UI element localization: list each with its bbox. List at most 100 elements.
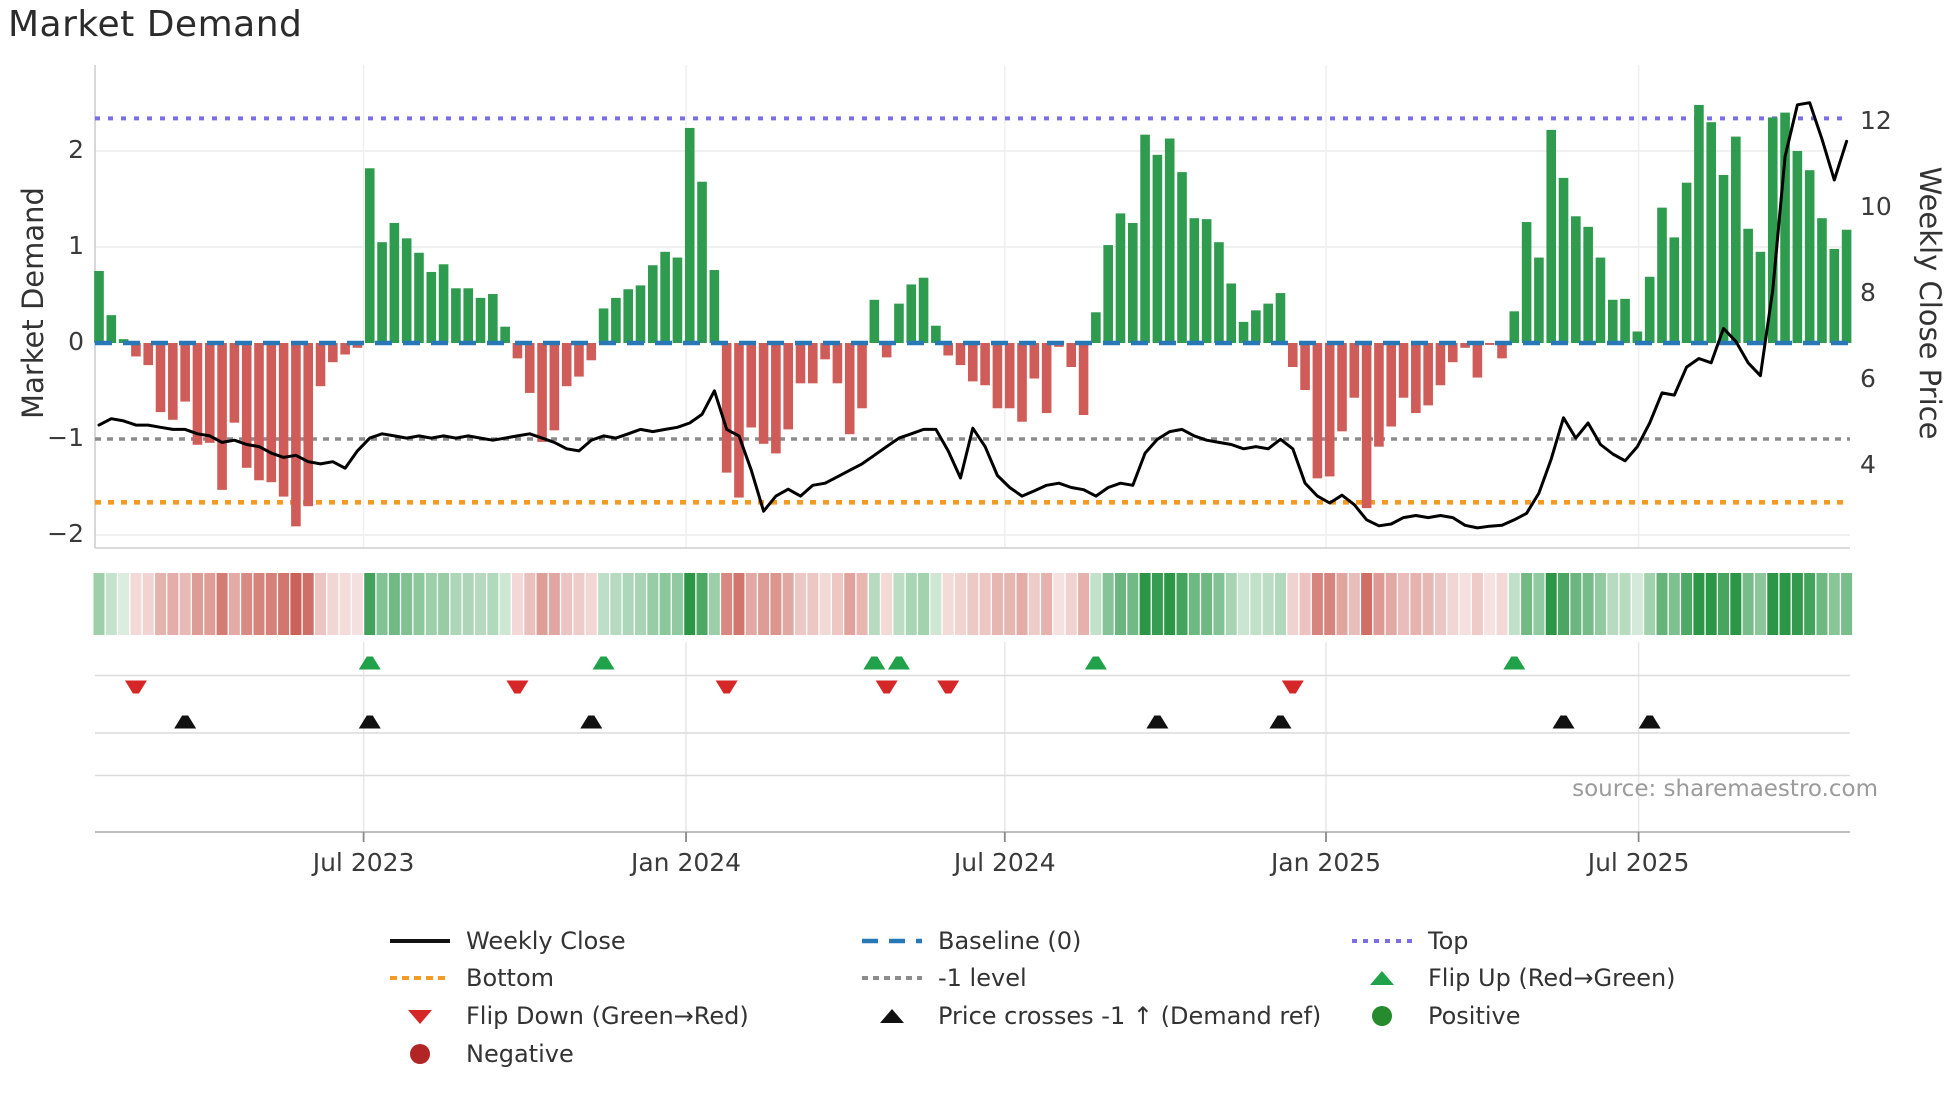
demand-bar xyxy=(832,343,843,384)
heatmap-cell xyxy=(1262,573,1274,635)
demand-bar xyxy=(1164,138,1175,343)
demand-bar xyxy=(1374,343,1384,447)
demand-bar xyxy=(401,238,412,343)
heatmap-cell xyxy=(450,573,462,635)
demand-bar xyxy=(204,343,215,443)
right-axis-tick-label: 12 xyxy=(1860,106,1892,135)
heatmap-cell xyxy=(93,573,105,635)
demand-bar xyxy=(623,289,634,343)
right-axis-tick-label: 4 xyxy=(1860,450,1876,479)
heatmap-cell xyxy=(979,573,991,635)
heatmap-cell xyxy=(425,573,437,635)
heatmap-cell xyxy=(241,573,253,635)
heatmap-cell xyxy=(1324,573,1336,635)
left-axis-tick-label: −1 xyxy=(47,423,84,452)
legend-item-minus1-level: -1 level xyxy=(860,961,1027,995)
baseline-dash-icon xyxy=(860,930,924,952)
bottom-dash-icon xyxy=(388,967,452,989)
demand-bar xyxy=(1546,129,1557,343)
heatmap-cell xyxy=(204,573,216,635)
demand-bar xyxy=(783,343,793,430)
legend-item-weekly-close: Weekly Close xyxy=(388,924,626,958)
heatmap-cell xyxy=(758,573,770,635)
heatmap-cell xyxy=(930,573,942,635)
legend-item-top: Top xyxy=(1350,924,1469,958)
demand-bar xyxy=(1571,216,1581,343)
heatmap-cell xyxy=(635,573,647,635)
demand-bar xyxy=(1127,223,1138,343)
demand-bar xyxy=(906,284,917,343)
minus1-dash-icon xyxy=(860,967,924,989)
flip-down-marker xyxy=(124,680,147,694)
legend-label: -1 level xyxy=(938,964,1027,992)
demand-bar xyxy=(1694,104,1704,343)
flip-up-marker xyxy=(1084,656,1107,670)
heatmap-cell xyxy=(893,573,905,635)
legend-item-price-crosses: Price crosses -1 ↑ (Demand ref) xyxy=(860,999,1321,1033)
heatmap-cell xyxy=(671,573,683,635)
heatmap-cell xyxy=(1078,573,1090,635)
demand-bar xyxy=(414,252,424,343)
heatmap-cell xyxy=(733,573,745,635)
demand-bar xyxy=(1460,343,1470,348)
heatmap-cell xyxy=(1274,573,1286,635)
legend-item-flip-down: Flip Down (Green→Red) xyxy=(388,999,749,1033)
demand-bar xyxy=(1767,117,1778,344)
heatmap-cell xyxy=(1459,573,1471,635)
heatmap-cell xyxy=(967,573,979,635)
heatmap-cell xyxy=(1139,573,1151,635)
heatmap-cell xyxy=(511,573,523,635)
flip-up-marker xyxy=(887,656,910,670)
heatmap-cell xyxy=(499,573,511,635)
left-axis-tick-label: 0 xyxy=(68,327,84,356)
positive-circle-icon xyxy=(1350,1005,1414,1027)
heatmap-cell xyxy=(868,573,880,635)
demand-bar xyxy=(611,297,621,343)
demand-bar xyxy=(475,297,486,343)
demand-bar xyxy=(549,343,560,431)
heatmap-cell xyxy=(1545,573,1557,635)
heatmap-cell xyxy=(216,573,228,635)
legend-item-baseline: Baseline (0) xyxy=(860,924,1081,958)
demand-bar xyxy=(955,343,966,366)
demand-bar xyxy=(1091,312,1101,343)
heatmap-cell xyxy=(364,573,376,635)
demand-bar xyxy=(1841,229,1852,343)
heatmap-cell xyxy=(1631,573,1643,635)
demand-bar xyxy=(1140,134,1150,343)
heatmap-cell xyxy=(1127,573,1139,635)
demand-bar xyxy=(364,168,375,343)
heatmap-cell xyxy=(130,573,142,635)
demand-bar xyxy=(106,315,117,343)
demand-bar xyxy=(771,343,781,454)
heatmap-cell xyxy=(105,573,117,635)
heatmap-cell xyxy=(142,573,154,635)
demand-bar xyxy=(1189,218,1200,343)
heatmap-cell xyxy=(327,573,339,635)
heatmap-cell xyxy=(1164,573,1176,635)
demand-bar xyxy=(795,343,806,384)
heatmap-cell xyxy=(1102,573,1114,635)
demand-bar xyxy=(389,223,400,343)
demand-bar xyxy=(1066,343,1077,367)
demand-bar xyxy=(894,303,904,343)
heatmap-cell xyxy=(315,573,327,635)
right-axis-tick-label: 8 xyxy=(1860,278,1876,307)
heatmap-cell xyxy=(1742,573,1754,635)
heatmap-cell xyxy=(1484,573,1496,635)
heatmap-cell xyxy=(1791,573,1803,635)
top-dash-icon xyxy=(1350,930,1414,952)
heatmap-cell xyxy=(1570,573,1582,635)
heatmap-cell xyxy=(253,573,265,635)
price-line xyxy=(97,101,1849,530)
heatmap-cell xyxy=(179,573,191,635)
demand-bar xyxy=(1743,228,1753,343)
left-axis-tick-label: 1 xyxy=(68,231,84,260)
heatmap-cell xyxy=(881,573,893,635)
heatmap-cell xyxy=(721,573,733,635)
demand-bar xyxy=(697,181,707,343)
demand-bar xyxy=(1152,154,1163,343)
demand-bar xyxy=(168,343,178,420)
heatmap-cell xyxy=(1201,573,1213,635)
